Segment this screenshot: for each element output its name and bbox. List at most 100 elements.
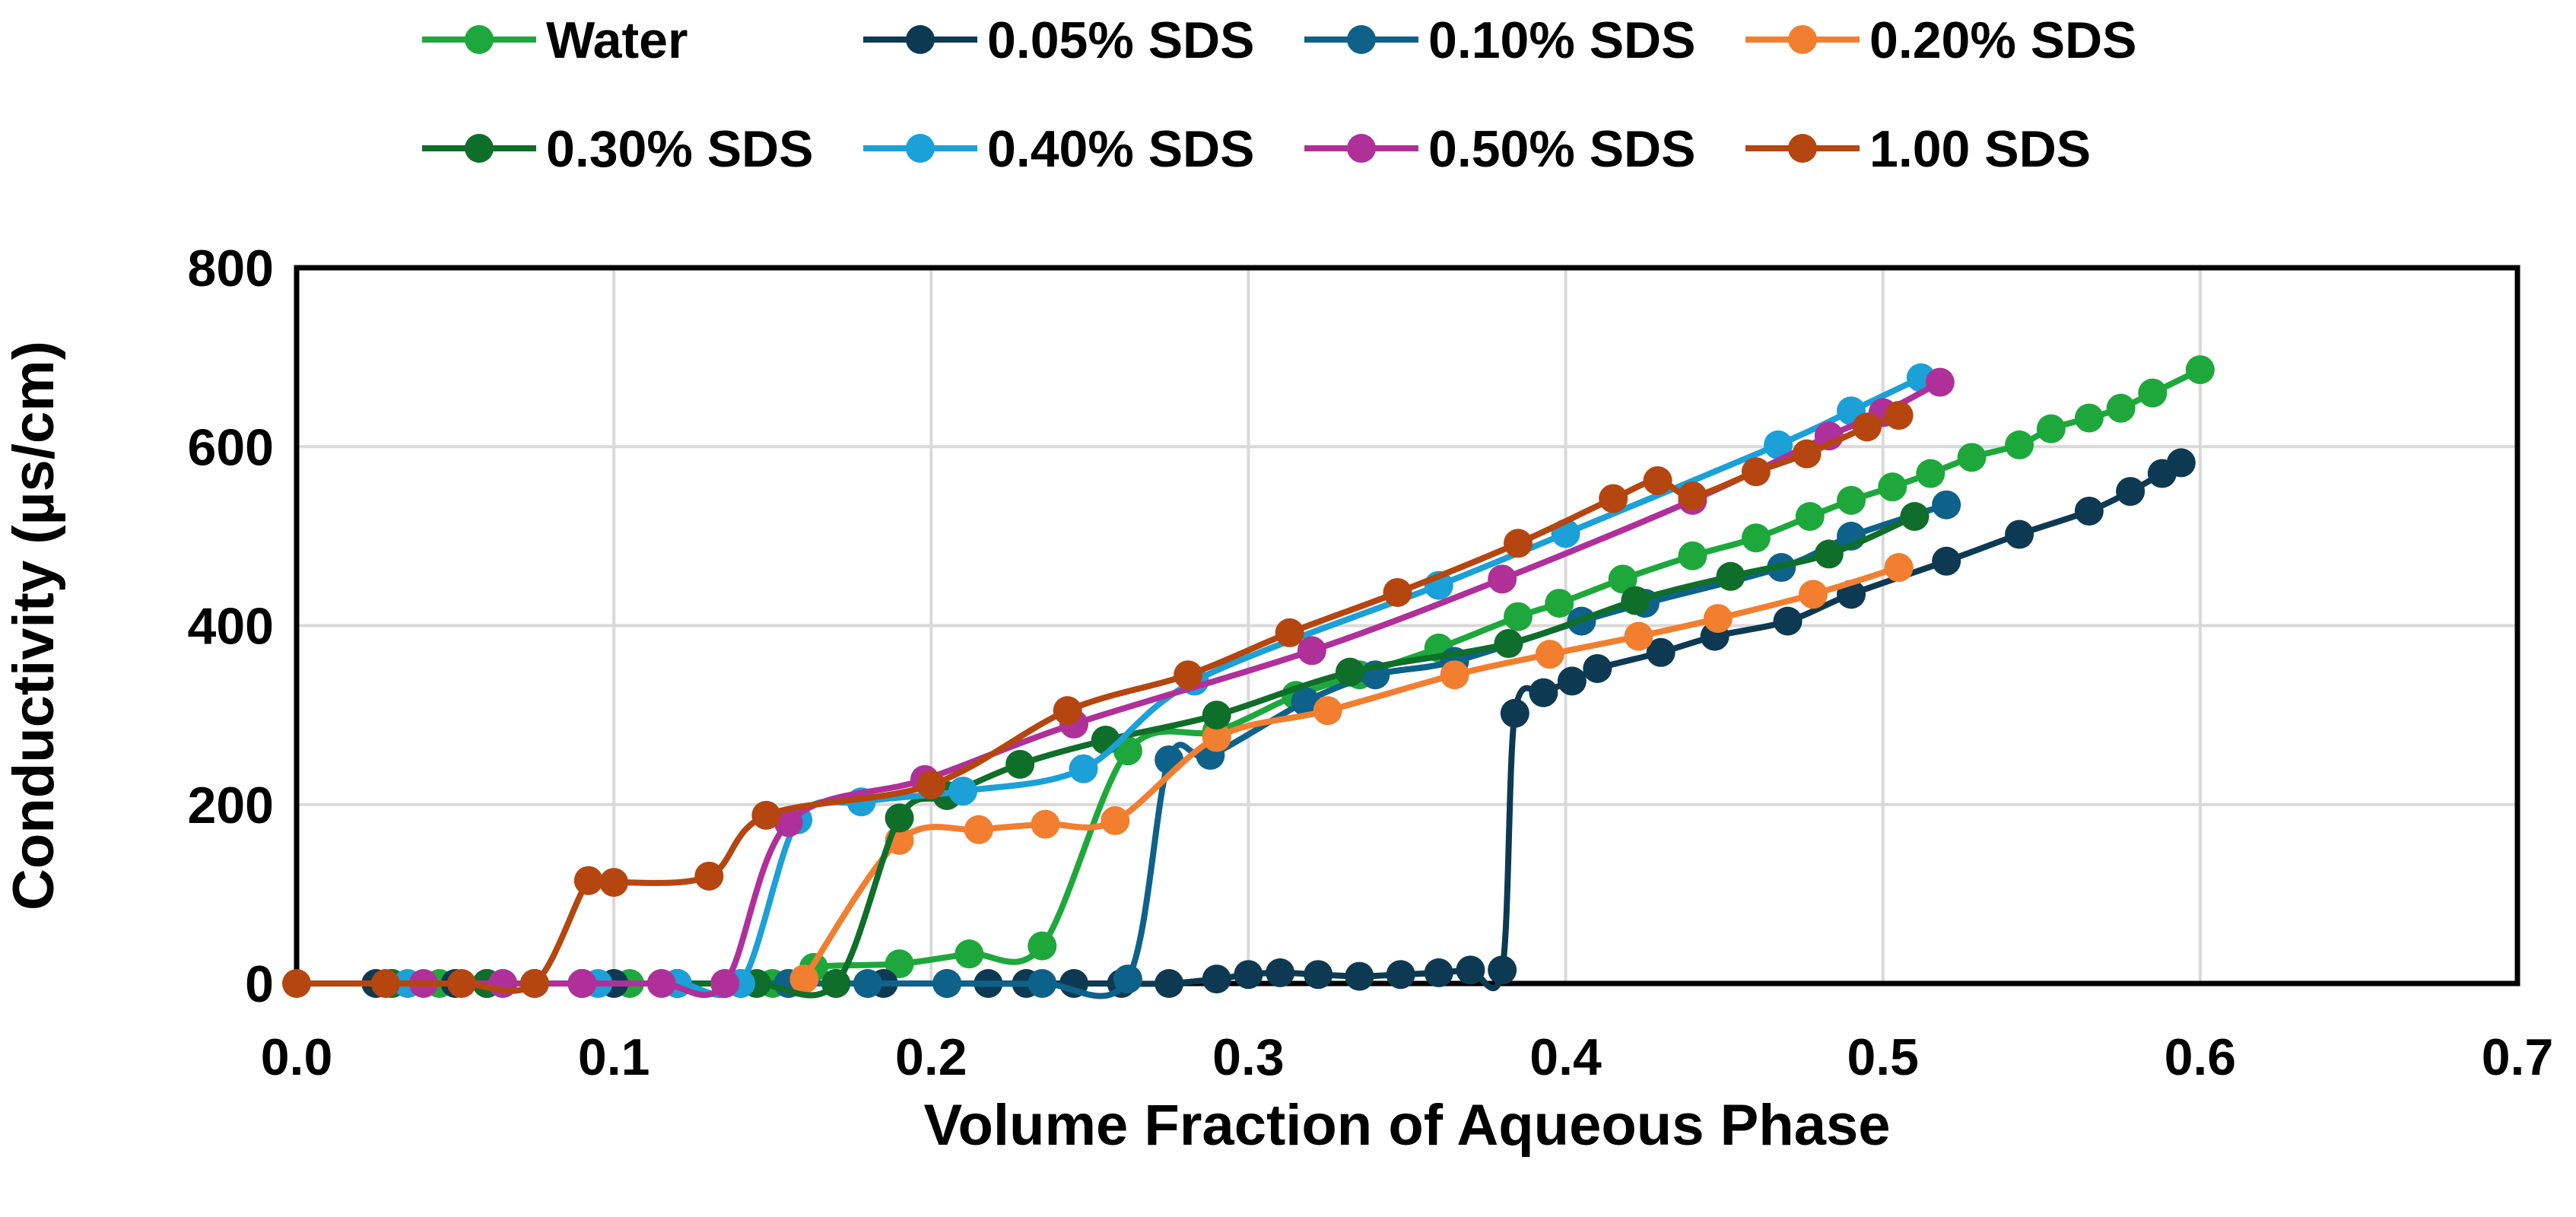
legend-marker-0-40-sds (906, 134, 935, 163)
data-point-0-05-sds (1529, 678, 1558, 707)
data-point-0-30-sds (1621, 586, 1650, 615)
data-point-0-30-sds (1494, 629, 1523, 659)
x-tick-label: 0.3 (1212, 1028, 1285, 1086)
data-point-1-00-sds (1053, 696, 1082, 726)
data-point-0-05-sds (1266, 958, 1295, 987)
data-point-0-50-sds (1297, 636, 1326, 666)
data-point-water (1608, 564, 1637, 594)
data-point-0-30-sds (1900, 501, 1930, 531)
y-axis-title: Conductivity (µs/cm) (2, 341, 66, 910)
data-point-1-00-sds (599, 868, 629, 898)
series-1-00-sds (282, 401, 1914, 998)
data-point-1-00-sds (1383, 577, 1412, 607)
legend-marker-0-20-sds (1788, 25, 1817, 54)
data-point-1-00-sds (370, 969, 400, 998)
data-point-0-30-sds (885, 803, 914, 833)
data-point-1-00-sds (1504, 529, 1533, 558)
data-point-1-00-sds (573, 866, 603, 895)
data-point-1-00-sds (751, 800, 781, 830)
data-point-0-50-sds (773, 808, 803, 837)
data-point-0-20-sds (789, 964, 819, 994)
x-tick-label: 0.4 (1529, 1028, 1602, 1086)
data-point-water (1678, 541, 1707, 570)
data-point-1-00-sds (519, 969, 549, 998)
data-point-0-30-sds (1202, 701, 1231, 730)
data-point-0-20-sds (1440, 660, 1469, 690)
data-point-0-50-sds (1488, 564, 1517, 594)
data-point-1-00-sds (1852, 412, 1882, 442)
legend-item-0-50-sds: 0.50% SDS (1304, 120, 1696, 178)
data-point-water (1545, 589, 1574, 618)
data-point-0-05-sds (2005, 520, 2034, 549)
series-layer (282, 355, 2215, 999)
y-axis-ticks: 0 200 400 600 800 (188, 240, 274, 1013)
data-point-0-20-sds (1202, 723, 1231, 752)
data-point-1-00-sds (1643, 466, 1672, 495)
data-point-water (1028, 931, 1057, 961)
data-point-0-30-sds (1814, 539, 1844, 569)
data-point-water (2005, 430, 2034, 459)
data-point-0-40-sds (948, 777, 977, 806)
x-axis-ticks: 0.0 0.1 0.2 0.3 0.4 0.5 0.6 0.7 (261, 1028, 2554, 1086)
data-point-1-00-sds (1884, 401, 1914, 431)
data-point-0-20-sds (1703, 604, 1733, 634)
data-point-0-10-sds (1155, 745, 1184, 774)
data-point-water (1878, 472, 1907, 502)
grid-lines (297, 268, 2517, 983)
data-point-0-50-sds (646, 969, 676, 998)
data-point-water (1957, 443, 1987, 472)
series-0-20-sds (789, 553, 1914, 994)
data-point-water (2074, 403, 2104, 433)
data-point-0-30-sds (821, 969, 851, 998)
legend-label-0-40-sds: 0.40% SDS (987, 120, 1255, 178)
data-point-1-00-sds (694, 861, 724, 891)
legend-item-0-40-sds: 0.40% SDS (863, 120, 1255, 178)
data-point-0-05-sds (1646, 637, 1676, 667)
data-point-water (2106, 393, 2136, 423)
legend-item-0-10-sds: 0.10% SDS (1304, 11, 1696, 69)
data-point-0-05-sds (1488, 955, 1517, 985)
data-point-1-00-sds (1275, 618, 1304, 647)
data-point-water (1795, 501, 1825, 531)
y-tick-label: 800 (188, 240, 274, 297)
data-point-0-05-sds (1386, 960, 1415, 990)
data-point-1-00-sds (1678, 481, 1707, 510)
data-point-0-05-sds (1456, 955, 1485, 985)
data-point-0-40-sds (1069, 754, 1098, 783)
y-tick-label: 600 (188, 418, 274, 476)
data-point-0-10-sds (1113, 964, 1142, 994)
data-point-0-05-sds (1932, 546, 1961, 576)
x-tick-label: 0.0 (261, 1028, 333, 1086)
legend-item-0-20-sds: 0.20% SDS (1745, 11, 2137, 69)
legend: Water 0.05% SDS 0.10% SDS 0.20% SDS 0.30% SD… (422, 11, 2137, 178)
data-point-0-20-sds (1884, 553, 1914, 583)
x-axis-title: Volume Fraction of Aqueous Phase (923, 1093, 1890, 1158)
data-point-water (885, 949, 914, 979)
data-point-1-00-sds (1741, 457, 1771, 487)
legend-marker-0-50-sds (1347, 134, 1376, 163)
data-point-0-20-sds (1101, 806, 1130, 835)
data-point-0-10-sds (932, 969, 962, 998)
data-point-0-05-sds (1773, 606, 1803, 636)
legend-marker-0-10-sds (1347, 25, 1376, 54)
legend-label-0-20-sds: 0.20% SDS (1869, 11, 2137, 69)
data-point-0-05-sds (2116, 477, 2146, 507)
legend-item-1-00-sds: 1.00 SDS (1745, 120, 2091, 178)
legend-label-water: Water (546, 11, 688, 69)
data-point-water (2185, 355, 2215, 385)
x-tick-label: 0.1 (578, 1028, 650, 1086)
legend-item-0-05-sds: 0.05% SDS (863, 11, 1255, 69)
data-point-water (1916, 459, 1945, 488)
data-point-water (2036, 414, 2066, 443)
data-point-water (954, 939, 984, 969)
legend-item-0-30-sds: 0.30% SDS (422, 120, 814, 178)
legend-label-1-00-sds: 1.00 SDS (1869, 120, 2091, 178)
data-point-water (1837, 485, 1866, 515)
data-point-water (1504, 602, 1533, 631)
data-point-0-30-sds (1335, 657, 1364, 687)
legend-label-0-05-sds: 0.05% SDS (987, 11, 1255, 69)
data-point-1-00-sds (1599, 484, 1628, 513)
data-point-0-50-sds (1925, 367, 1955, 397)
